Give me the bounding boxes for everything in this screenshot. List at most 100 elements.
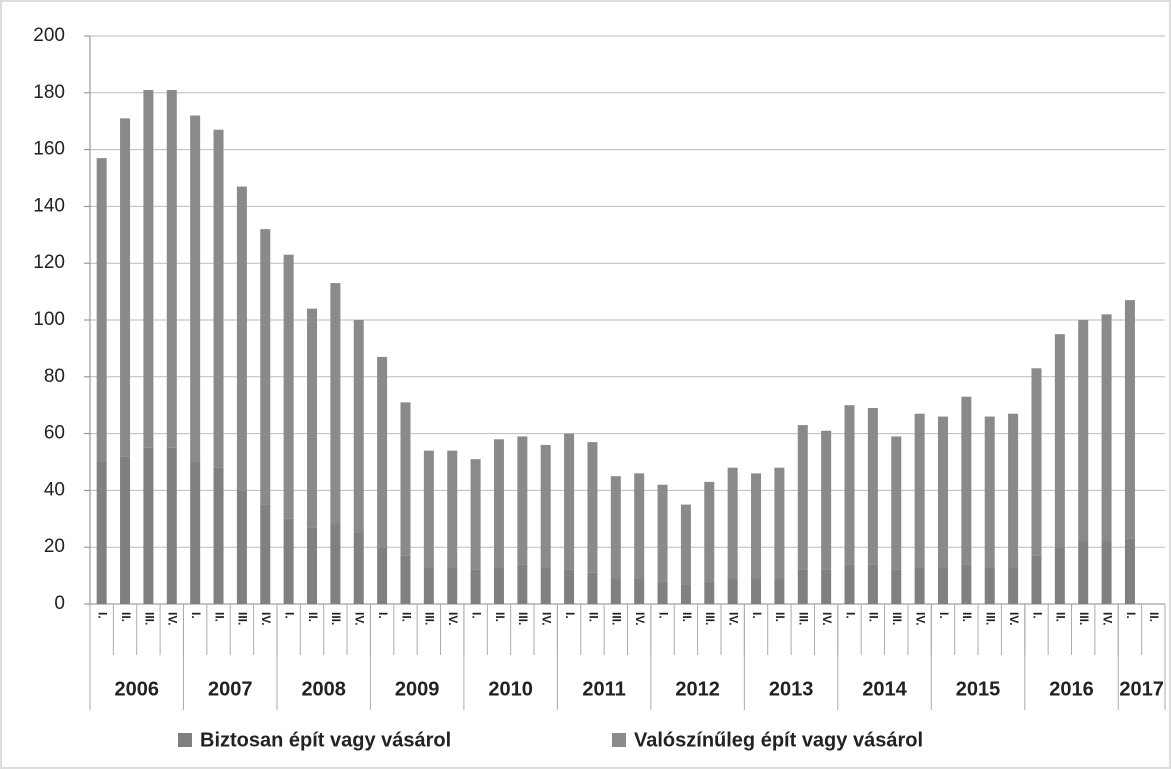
bar-segment (727, 467, 738, 579)
bar-segment (517, 436, 528, 565)
bar-segment (1054, 334, 1065, 548)
bar-segment (260, 229, 271, 505)
bar-segment (400, 402, 411, 556)
bar-segment (844, 405, 855, 565)
x-tick-label: II. (586, 612, 600, 622)
x-tick-label: IV. (820, 612, 834, 626)
x-tick-label: I. (937, 612, 951, 619)
bar-segment (330, 283, 341, 525)
x-tick-label: II. (960, 612, 974, 622)
bar-segment (213, 129, 224, 468)
y-tick-label: 20 (44, 536, 65, 557)
bar-segment (774, 467, 785, 579)
x-tick-label: II. (119, 612, 133, 622)
bar-segment (353, 320, 364, 533)
y-tick-label: 120 (33, 252, 65, 273)
bar-segment (190, 462, 201, 604)
y-tick-label: 0 (54, 593, 65, 614)
y-tick-label: 160 (33, 139, 65, 160)
bar-segment (704, 581, 715, 604)
bar-segment (821, 569, 832, 604)
legend-swatch (178, 733, 192, 747)
x-tick-label: IV. (913, 612, 927, 626)
x-tick-label: I. (282, 612, 296, 619)
bar-segment (493, 567, 504, 604)
x-tick-label: II. (867, 612, 881, 622)
bar-segment (1078, 541, 1089, 604)
y-tick-label: 200 (33, 25, 65, 46)
bar-segment (680, 504, 691, 585)
x-tick-label: III. (236, 612, 250, 625)
bar-segment (330, 524, 341, 604)
bar-segment (447, 567, 458, 604)
x-tick-label: I. (469, 612, 483, 619)
bar-segment (751, 578, 762, 604)
bar-segment (961, 396, 972, 565)
y-tick-label: 60 (44, 423, 65, 444)
bar-segment (540, 444, 551, 568)
bar-segment (564, 569, 575, 604)
year-label: 2011 (582, 678, 625, 700)
bar-segment (423, 450, 434, 568)
bar-segment (634, 473, 645, 579)
x-tick-label: III. (142, 612, 156, 625)
bar-segment (961, 564, 972, 604)
bar-segment (283, 254, 294, 519)
bar-segment (377, 356, 388, 548)
x-tick-label: IV. (446, 612, 460, 626)
bar-segment (517, 564, 528, 604)
x-tick-label: IV. (540, 612, 554, 626)
x-tick-label: I. (189, 612, 203, 619)
year-label: 2009 (395, 678, 440, 700)
bar-segment (260, 504, 271, 604)
x-tick-label: III. (890, 612, 904, 625)
bar-segment (984, 567, 995, 604)
x-tick-label: III. (1077, 612, 1091, 625)
bar-segment (774, 578, 785, 604)
x-tick-label: III. (797, 612, 811, 625)
bar-segment (657, 581, 668, 604)
x-tick-label: III. (610, 612, 624, 625)
bar-segment (751, 473, 762, 579)
x-tick-label: II. (680, 612, 694, 622)
bar-segment (307, 527, 318, 604)
y-tick-label: 100 (33, 309, 65, 330)
x-tick-label: II. (1054, 612, 1068, 622)
legend-label: Valószínűleg épít vagy vásárol (634, 729, 923, 751)
bar-segment (1008, 567, 1019, 604)
bar-segment (587, 572, 598, 604)
year-label: 2007 (208, 678, 253, 700)
x-tick-label: IV. (726, 612, 740, 626)
x-tick-label: III. (329, 612, 343, 625)
bar-segment (610, 476, 621, 579)
x-tick-label: IV. (633, 612, 647, 626)
x-tick-label: III. (703, 612, 717, 625)
bar-segment (1031, 555, 1042, 604)
bar-segment (821, 430, 832, 570)
bar-segment (120, 118, 131, 457)
bar-segment (470, 459, 481, 570)
bar-segment (587, 442, 598, 573)
x-tick-label: I. (1030, 612, 1044, 619)
bar-segment (213, 467, 224, 604)
bar-segment (283, 518, 294, 604)
x-tick-label: I. (750, 612, 764, 619)
x-tick-label: I. (656, 612, 670, 619)
bar-segment (610, 578, 621, 604)
year-label: 2012 (675, 678, 720, 700)
bar-segment (657, 484, 668, 582)
bar-segment (867, 564, 878, 604)
x-tick-label: II. (773, 612, 787, 622)
bar-segment (634, 578, 645, 604)
bar-segment (143, 89, 154, 448)
year-label: 2010 (488, 678, 533, 700)
bar-segment (680, 584, 691, 604)
x-tick-label: II. (306, 612, 320, 622)
bar-segment (120, 456, 131, 604)
bar-segment (844, 564, 855, 604)
bar-segment (937, 567, 948, 604)
bar-segment (493, 439, 504, 568)
bar-segment (96, 158, 107, 462)
bar-segment (984, 416, 995, 568)
